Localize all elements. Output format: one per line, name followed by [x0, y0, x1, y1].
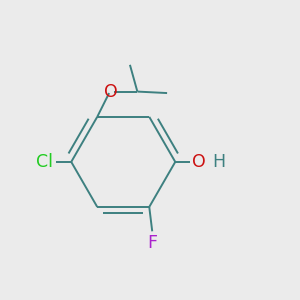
Text: O: O: [192, 153, 206, 171]
Text: H: H: [212, 153, 225, 171]
Text: O: O: [104, 82, 118, 100]
Text: F: F: [147, 234, 157, 252]
Text: Cl: Cl: [36, 153, 53, 171]
